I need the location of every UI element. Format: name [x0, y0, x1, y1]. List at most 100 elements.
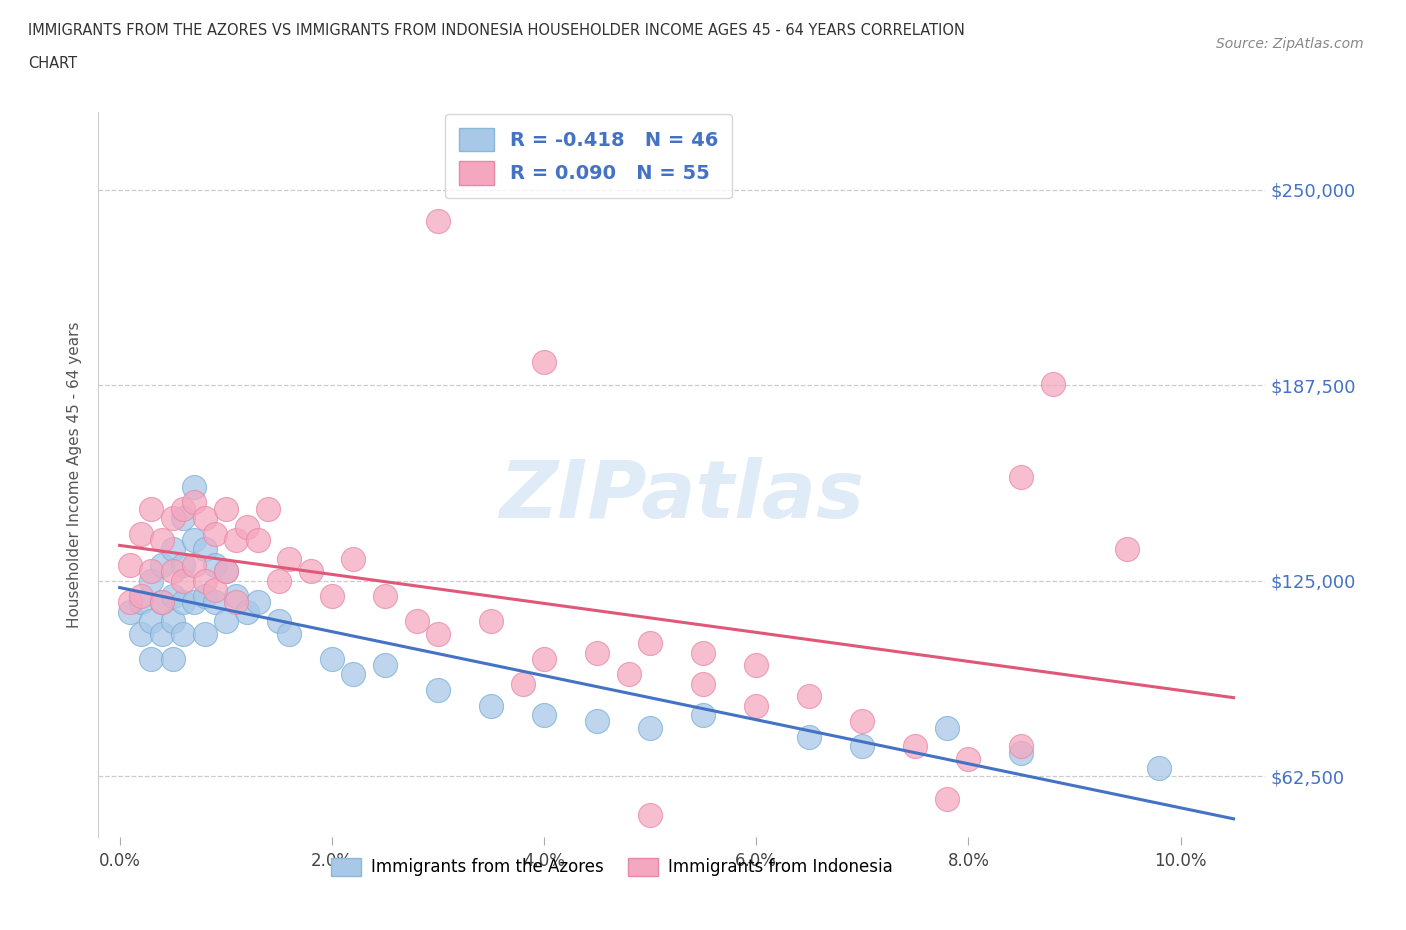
Point — [1010, 745, 1032, 760]
Point — [479, 614, 502, 629]
Point — [193, 589, 215, 604]
Point — [405, 614, 427, 629]
Point — [129, 595, 152, 610]
Point — [1149, 761, 1171, 776]
Point — [225, 595, 247, 610]
Point — [193, 573, 215, 588]
Point — [426, 683, 449, 698]
Point — [246, 595, 269, 610]
Point — [204, 526, 226, 541]
Point — [692, 676, 714, 691]
Point — [150, 533, 173, 548]
Point — [215, 614, 238, 629]
Point — [692, 708, 714, 723]
Point — [215, 564, 238, 578]
Point — [150, 595, 173, 610]
Point — [193, 542, 215, 557]
Point — [278, 626, 301, 641]
Point — [799, 689, 821, 704]
Point — [141, 501, 163, 516]
Point — [193, 626, 215, 641]
Legend: Immigrants from the Azores, Immigrants from Indonesia: Immigrants from the Azores, Immigrants f… — [323, 851, 900, 884]
Point — [225, 589, 247, 604]
Point — [162, 564, 184, 578]
Point — [342, 667, 364, 682]
Point — [162, 614, 184, 629]
Point — [957, 751, 980, 766]
Point — [745, 658, 768, 672]
Point — [479, 698, 502, 713]
Point — [1042, 377, 1064, 392]
Point — [183, 495, 205, 510]
Point — [141, 614, 163, 629]
Point — [638, 807, 661, 822]
Point — [1010, 738, 1032, 753]
Point — [141, 564, 163, 578]
Point — [129, 589, 152, 604]
Point — [426, 626, 449, 641]
Point — [129, 526, 152, 541]
Point — [172, 595, 194, 610]
Point — [246, 533, 269, 548]
Point — [215, 564, 238, 578]
Point — [1010, 470, 1032, 485]
Point — [120, 604, 142, 619]
Point — [193, 511, 215, 525]
Point — [129, 626, 152, 641]
Point — [215, 501, 238, 516]
Point — [936, 720, 959, 735]
Point — [617, 667, 640, 682]
Point — [851, 738, 873, 753]
Point — [278, 551, 301, 566]
Y-axis label: Householder Income Ages 45 - 64 years: Householder Income Ages 45 - 64 years — [67, 321, 83, 628]
Point — [257, 501, 280, 516]
Point — [799, 729, 821, 744]
Point — [299, 564, 322, 578]
Point — [533, 354, 555, 369]
Point — [204, 582, 226, 597]
Point — [374, 658, 396, 672]
Point — [533, 651, 555, 666]
Point — [183, 479, 205, 494]
Text: CHART: CHART — [28, 56, 77, 71]
Point — [162, 589, 184, 604]
Point — [150, 558, 173, 573]
Point — [150, 626, 173, 641]
Text: Source: ZipAtlas.com: Source: ZipAtlas.com — [1216, 37, 1364, 51]
Point — [374, 589, 396, 604]
Point — [321, 589, 343, 604]
Point — [162, 651, 184, 666]
Point — [141, 651, 163, 666]
Point — [936, 792, 959, 807]
Point — [533, 708, 555, 723]
Point — [638, 636, 661, 651]
Point — [183, 558, 205, 573]
Point — [150, 595, 173, 610]
Point — [692, 645, 714, 660]
Point — [120, 595, 142, 610]
Point — [236, 604, 259, 619]
Text: ZIPatlas: ZIPatlas — [499, 457, 865, 535]
Point — [204, 558, 226, 573]
Point — [904, 738, 927, 753]
Point — [120, 558, 142, 573]
Point — [162, 511, 184, 525]
Point — [225, 533, 247, 548]
Point — [851, 714, 873, 729]
Point — [342, 551, 364, 566]
Point — [267, 573, 290, 588]
Point — [172, 558, 194, 573]
Point — [586, 645, 609, 660]
Point — [204, 595, 226, 610]
Point — [267, 614, 290, 629]
Point — [236, 520, 259, 535]
Point — [172, 573, 194, 588]
Point — [183, 595, 205, 610]
Point — [426, 214, 449, 229]
Point — [162, 542, 184, 557]
Point — [172, 511, 194, 525]
Point — [172, 626, 194, 641]
Point — [172, 501, 194, 516]
Point — [321, 651, 343, 666]
Point — [745, 698, 768, 713]
